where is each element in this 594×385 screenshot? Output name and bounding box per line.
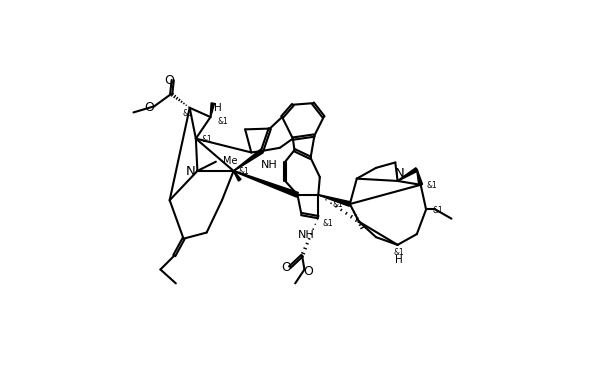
Polygon shape bbox=[318, 194, 350, 206]
Text: &1: &1 bbox=[182, 109, 193, 119]
Text: &1: &1 bbox=[322, 219, 333, 228]
Text: N: N bbox=[395, 167, 405, 180]
Text: &1: &1 bbox=[432, 206, 443, 215]
Text: O: O bbox=[304, 264, 313, 278]
Text: NH: NH bbox=[261, 160, 277, 170]
Polygon shape bbox=[233, 171, 298, 197]
Text: &1: &1 bbox=[427, 181, 438, 190]
Text: O: O bbox=[281, 261, 291, 274]
Text: &1: &1 bbox=[201, 135, 212, 144]
Text: &1: &1 bbox=[333, 200, 344, 209]
Text: &1: &1 bbox=[239, 167, 249, 176]
Text: &1: &1 bbox=[394, 248, 405, 257]
Polygon shape bbox=[233, 171, 241, 181]
Text: H: H bbox=[395, 255, 403, 265]
Polygon shape bbox=[397, 168, 418, 181]
Text: O: O bbox=[144, 100, 154, 114]
Text: NH: NH bbox=[298, 230, 315, 240]
Text: O: O bbox=[164, 74, 174, 87]
Polygon shape bbox=[416, 169, 422, 185]
Text: H: H bbox=[214, 103, 222, 113]
Text: N: N bbox=[185, 165, 195, 178]
Polygon shape bbox=[233, 149, 263, 171]
Text: &1: &1 bbox=[217, 117, 228, 126]
Polygon shape bbox=[210, 103, 214, 117]
Text: Me: Me bbox=[223, 156, 238, 166]
